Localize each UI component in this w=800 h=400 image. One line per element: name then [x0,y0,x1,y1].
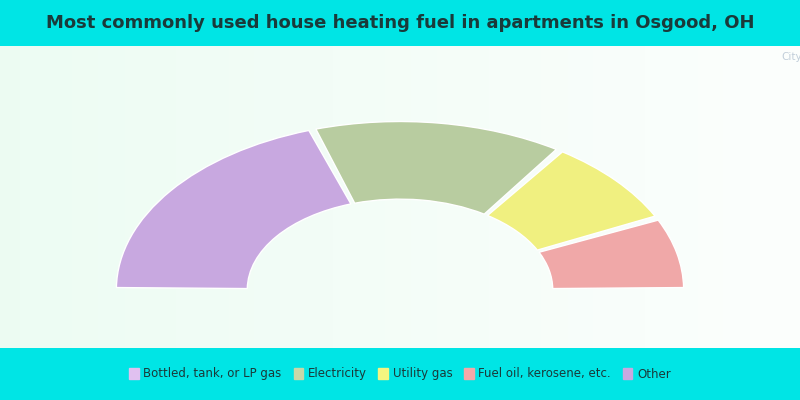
Wedge shape [487,152,655,250]
Legend: Bottled, tank, or LP gas, Electricity, Utility gas, Fuel oil, kerosene, etc., Ot: Bottled, tank, or LP gas, Electricity, U… [130,368,670,380]
Wedge shape [116,130,351,288]
Text: Most commonly used house heating fuel in apartments in Osgood, OH: Most commonly used house heating fuel in… [46,14,754,32]
Wedge shape [539,220,684,288]
Wedge shape [316,122,556,214]
Text: City-Data.com: City-Data.com [782,52,800,62]
